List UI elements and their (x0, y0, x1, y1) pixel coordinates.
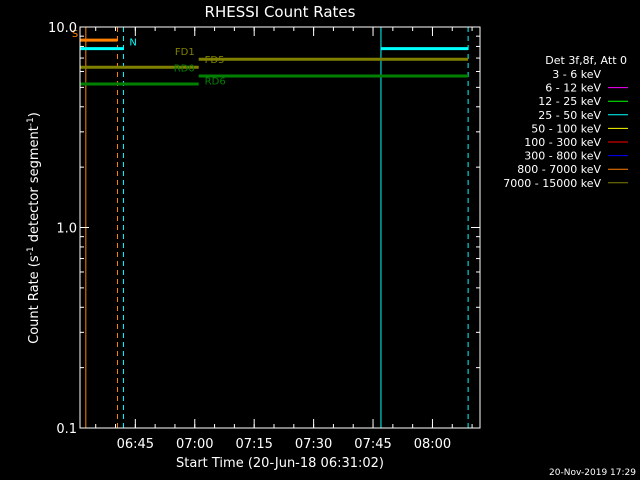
footer-timestamp: 20-Nov-2019 17:29 (549, 468, 636, 478)
legend-entry-label: 12 - 25 keV (538, 95, 601, 108)
segment-label-n: N (129, 38, 136, 49)
y-tick-label: 0.1 (56, 422, 77, 437)
legend-entry-label: 800 - 7000 keV (517, 163, 601, 176)
y-axis-label: Count Rate (s-1 detector segment-1) (26, 112, 42, 344)
segment-label-rd6: RD6 (205, 76, 226, 87)
legend-entry-label: 100 - 300 keV (524, 136, 601, 149)
legend-entry-label: 50 - 100 keV (531, 122, 601, 135)
y-label-part-1: Count Rate (s (27, 255, 42, 344)
segment-label-rd0: RD0 (174, 63, 195, 74)
x-tick-label: 07:30 (295, 437, 332, 452)
y-label-exp-2: -1 (26, 117, 36, 126)
y-label-part-2: detector segment (27, 126, 42, 246)
x-tick-label: 07:15 (235, 437, 272, 452)
x-tick-label: 06:45 (117, 437, 154, 452)
segment-label-fd1: FD1 (175, 47, 195, 58)
x-axis-label: Start Time (20-Jun-18 06:31:02) (176, 456, 384, 471)
legend-title: Det 3f,8f, Att 0 (545, 54, 627, 67)
legend-entry-label: 7000 - 15000 keV (503, 177, 601, 190)
y-label-part-3: ) (27, 112, 42, 117)
x-tick-label: 07:45 (354, 437, 391, 452)
y-tick-label: 10.0 (48, 21, 77, 36)
segment-label-fd5: FD5 (205, 55, 225, 66)
legend-entry-label: 25 - 50 keV (538, 109, 601, 122)
y-tick-label: 1.0 (56, 222, 77, 237)
y-label-exp-1: -1 (26, 246, 36, 255)
legend-entry-label: 6 - 12 keV (545, 82, 601, 95)
plot-area: S N FD1 FD5 RD0 RD6 0.1 1.0 10.0 06:45 07:00 07:15 0… (48, 21, 481, 452)
chart-title: RHESSI Count Rates (205, 3, 356, 21)
segment-label-s: S (72, 29, 78, 40)
x-tick-label: 08:00 (414, 437, 451, 452)
x-tick-label: 07:00 (176, 437, 213, 452)
legend-entry-label: 3 - 6 keV (552, 68, 601, 81)
legend-entry-label: 300 - 800 keV (524, 150, 601, 163)
